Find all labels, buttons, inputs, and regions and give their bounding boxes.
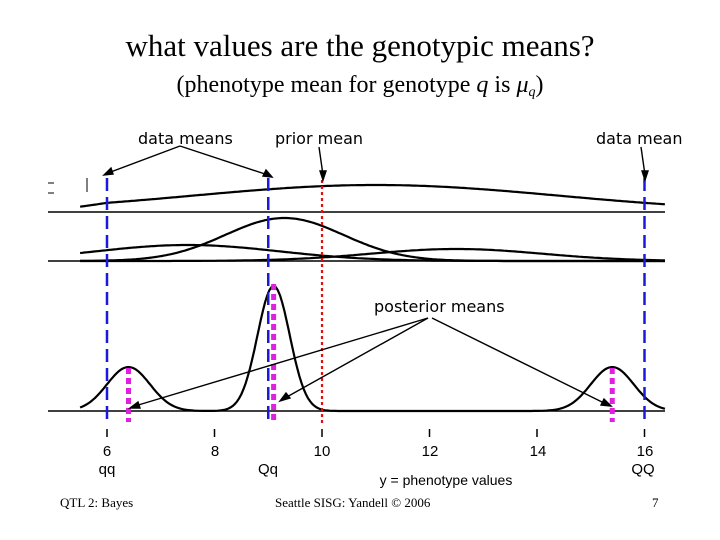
data-mean-label: data mean	[596, 129, 683, 148]
genotype-label-qq: qq	[98, 461, 116, 478]
slide-title: what values are the genotypic means?	[125, 28, 595, 63]
annotation-arrows	[102, 145, 649, 409]
x-axis-title: y = phenotype values	[379, 472, 513, 488]
prior-curve-left	[80, 243, 665, 263]
footer-left: QTL 2: Bayes	[60, 495, 134, 510]
slide-subtitle: (phenotype mean for genotype q is μq)	[176, 72, 544, 100]
x-tick-label: 8	[210, 443, 220, 460]
x-tick-label: 14	[529, 443, 547, 460]
x-tick-label: 10	[313, 443, 331, 460]
genotype-label-Qq: Qq	[257, 461, 279, 478]
footer-page-number: 7	[652, 495, 659, 510]
posterior-curve	[79, 284, 666, 413]
prior-curve-right	[80, 247, 665, 263]
x-tick-label: 16	[636, 443, 654, 460]
posterior-means-label: posterior means	[374, 297, 505, 316]
genotype-label-QQ: QQ	[631, 461, 655, 478]
x-tick-label: 6	[102, 443, 112, 460]
prior-mean-label: prior mean	[275, 129, 364, 148]
prior-curve-wide	[79, 183, 666, 208]
data-means-label: data means	[138, 129, 233, 148]
footer-center: Seattle SISG: Yandell © 2006	[275, 495, 431, 510]
x-tick-label: 12	[421, 443, 439, 460]
